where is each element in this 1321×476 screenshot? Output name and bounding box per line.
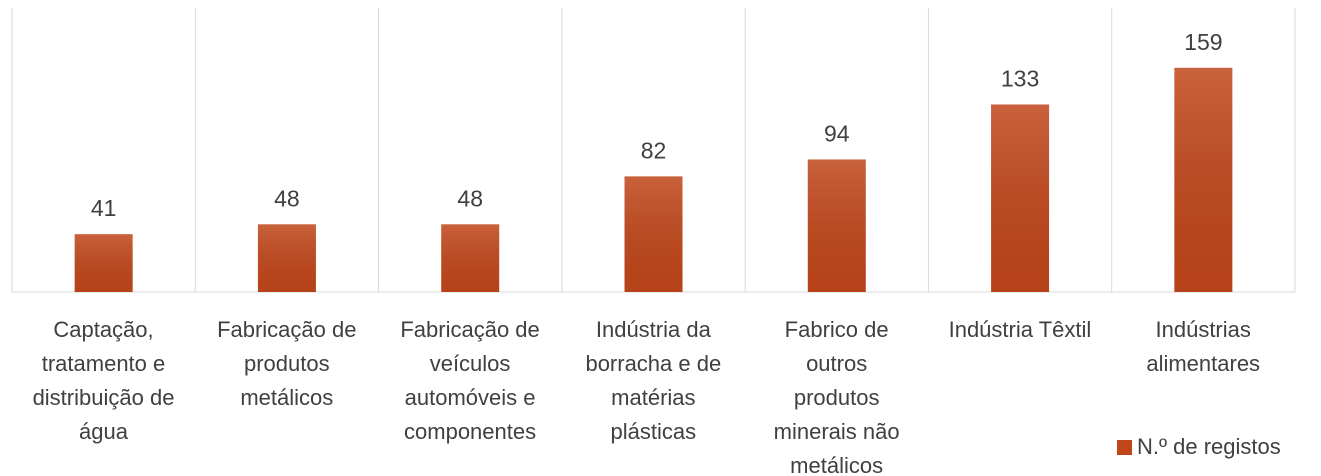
data-label: 48 [274,185,300,211]
x-tick-label: Fabricação de veículos automóveis e comp… [400,317,540,444]
legend-label: N.º de registos [1137,434,1281,459]
bar-shade [257,224,316,292]
x-tick-label: Indústria da borracha e de matérias plás… [585,317,722,444]
data-label: 82 [641,137,667,163]
data-label: 94 [824,120,850,146]
bar-shade [441,224,500,292]
x-tick-label: Captação, tratamento e distribuição de á… [32,317,175,444]
bar-shade [1174,67,1233,292]
legend: N.º de registos [1117,434,1281,460]
x-tick-label: Indústrias alimentares [1146,317,1261,376]
data-label: 48 [457,185,483,211]
x-tick-label: Indústria Têxtil [948,317,1092,342]
bar-shade [991,104,1050,292]
data-label: 159 [1184,29,1222,55]
bar-shade [807,159,866,292]
legend-swatch [1117,439,1132,455]
x-tick-label: Fabricação de produtos metálicos [217,317,357,410]
x-tick-label: Fabrico de outros produtos minerais não … [773,317,900,476]
data-label: 41 [91,195,117,221]
bar-shade [74,234,133,292]
bar-shade [624,176,683,292]
data-label: 133 [1001,65,1039,91]
